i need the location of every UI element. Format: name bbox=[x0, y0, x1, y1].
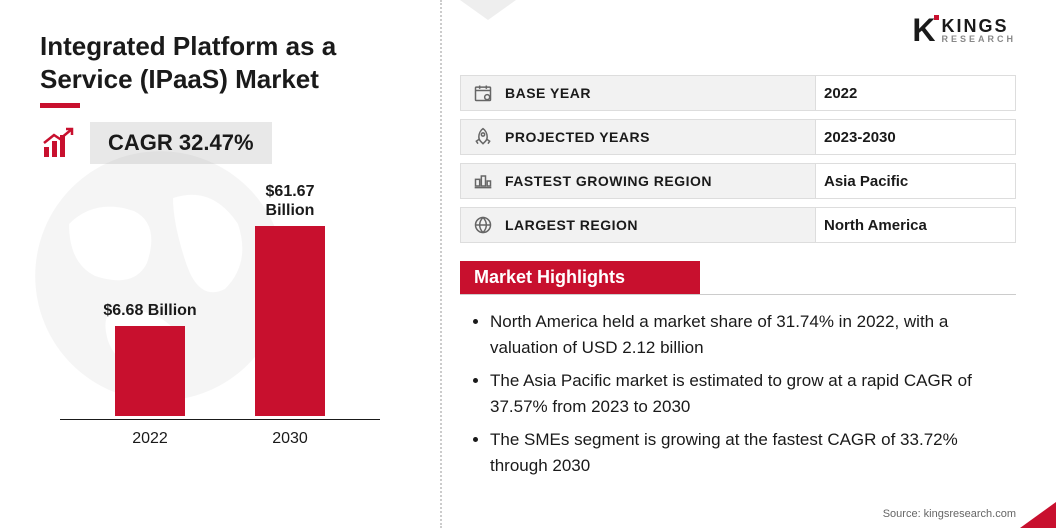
globe-icon bbox=[461, 215, 505, 235]
info-label: PROJECTED YEARS bbox=[505, 129, 815, 145]
bar-group: $6.68 Billion bbox=[100, 301, 200, 416]
info-row: FASTEST GROWING REGIONAsia Pacific bbox=[460, 163, 1016, 199]
bar-chart: $6.68 Billion $61.67 Billion 2022 2030 bbox=[40, 176, 400, 456]
page-title: Integrated Platform as a Service (IPaaS)… bbox=[40, 30, 400, 95]
decorative-triangle-bottom bbox=[1020, 502, 1056, 528]
x-axis bbox=[60, 419, 380, 420]
logo-main-text: KINGS bbox=[941, 17, 1016, 35]
highlights-list: North America held a market share of 31.… bbox=[460, 309, 1016, 478]
logo-mark-icon: K bbox=[912, 12, 935, 49]
info-value: North America bbox=[815, 208, 1015, 242]
brand-logo: K KINGS RESEARCH bbox=[912, 12, 1016, 49]
calendar-icon bbox=[461, 83, 505, 103]
info-row: LARGEST REGIONNorth America bbox=[460, 207, 1016, 243]
info-label: BASE YEAR bbox=[505, 85, 815, 101]
info-value: 2022 bbox=[815, 76, 1015, 110]
bar-group: $61.67 Billion bbox=[240, 182, 340, 416]
bar-value-label: $61.67 Billion bbox=[240, 182, 340, 220]
x-axis-label: 2022 bbox=[100, 430, 200, 448]
info-row: BASE YEAR2022 bbox=[460, 75, 1016, 111]
highlight-item: The SMEs segment is growing at the faste… bbox=[490, 427, 1016, 478]
highlights-heading: Market Highlights bbox=[460, 261, 700, 294]
bar bbox=[255, 226, 325, 416]
info-table: BASE YEAR2022 PROJECTED YEARS2023-2030 FAS… bbox=[460, 75, 1016, 243]
source-attribution: Source: kingsresearch.com bbox=[883, 508, 1016, 520]
info-label: FASTEST GROWING REGION bbox=[505, 173, 815, 189]
highlight-item: The Asia Pacific market is estimated to … bbox=[490, 368, 1016, 419]
info-row: PROJECTED YEARS2023-2030 bbox=[460, 119, 1016, 155]
rocket-icon bbox=[461, 127, 505, 147]
info-label: LARGEST REGION bbox=[505, 217, 815, 233]
title-underline bbox=[40, 103, 80, 108]
info-value: 2023-2030 bbox=[815, 120, 1015, 154]
region-icon bbox=[461, 171, 505, 191]
bar-value-label: $6.68 Billion bbox=[103, 301, 196, 320]
x-axis-label: 2030 bbox=[240, 430, 340, 448]
logo-sub-text: RESEARCH bbox=[941, 35, 1016, 44]
bar bbox=[115, 326, 185, 416]
info-value: Asia Pacific bbox=[815, 164, 1015, 198]
highlight-item: North America held a market share of 31.… bbox=[490, 309, 1016, 360]
